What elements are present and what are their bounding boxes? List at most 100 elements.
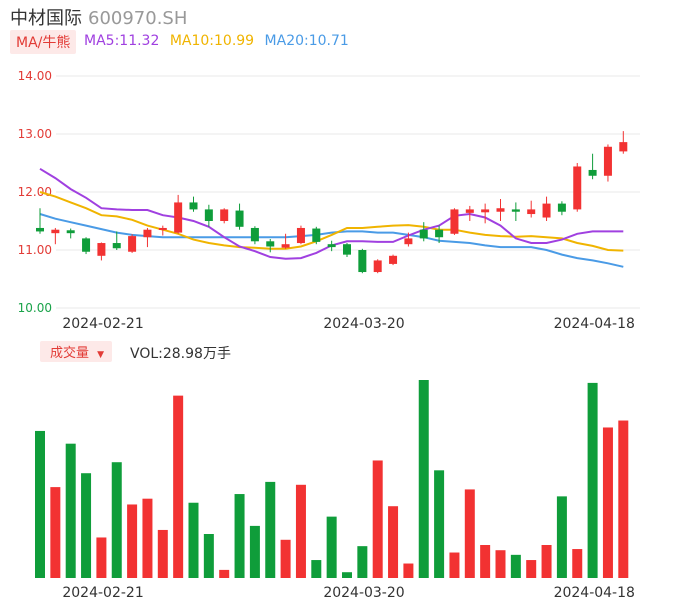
candle-body [312,228,321,242]
volume-bar [357,546,368,578]
y-tick-label: 10.00 [18,301,52,315]
candle-body [389,255,398,264]
candle-body [97,243,106,256]
candle-body [204,209,213,221]
ma-legend: MA5:11.32 MA10:10.99 MA20:10.71 [84,33,355,49]
volume-bar [526,560,537,578]
candle-body [450,209,459,234]
volume-bar [418,380,429,578]
volume-bar [188,502,199,578]
candle-body [465,209,474,213]
candle-body [557,203,566,212]
volume-bar [403,563,414,578]
volume-bar [157,529,168,578]
volume-bar [311,560,322,578]
candle-body [481,209,490,213]
volume-bar [111,462,122,578]
y-tick-label: 12.00 [18,185,52,199]
candle-body [327,244,336,248]
volume-bar [142,498,153,578]
volume-bar [249,525,260,578]
candle-body [36,227,44,232]
candle-body [112,243,121,249]
candle-body [435,229,444,238]
volume-value: VOL:28.98万手 [130,346,231,362]
candle-body [343,244,351,255]
candle-body [82,238,91,252]
candle-body [496,208,505,212]
ma10-line [39,191,624,252]
candle-body [128,236,137,252]
ma-indicator-tag[interactable]: MA/牛熊 [10,30,77,54]
volume-bar [602,427,613,578]
candle-body [281,244,290,248]
volume-bar [342,572,352,578]
volume-bar [65,443,76,578]
candle-body [404,238,413,245]
volume-bar [127,504,138,578]
candle-body [373,260,382,273]
candle-body [220,209,229,221]
y-tick-label: 13.00 [18,127,52,141]
volume-bar [280,539,291,578]
volume-bar [495,550,506,578]
volume-bar [81,473,92,578]
candle-body [542,203,551,218]
candle-body [174,202,183,233]
stock-title: 中材国际 600970.SH [10,4,187,30]
volume-bar [618,420,629,578]
volume-bar [556,496,567,578]
candle-body [66,230,75,234]
candle-body [235,210,244,227]
candle-body [511,209,520,212]
candle-body [603,146,612,176]
x-tick-label: 2024-03-20 [323,316,404,332]
volume-bar [434,470,445,578]
volume-bar [587,382,598,578]
volume-bar [35,430,45,578]
candle-body [266,241,275,247]
volume-bar [50,487,61,578]
ma10-legend: MA10:10.99 [169,33,255,49]
volume-bar [326,516,337,578]
volume-bar [265,481,276,578]
ma20-line [39,213,624,268]
candle-body [573,166,582,210]
volume-tag-label: 成交量 [50,346,90,361]
volume-bar [219,569,230,578]
volume-bar [234,494,245,578]
volume-bar [96,537,107,578]
volume-bar [449,552,460,578]
x-tick-label: 2024-03-20 [323,585,404,601]
candle-body [619,142,628,152]
volume-bar [203,534,214,578]
volume-bar [541,545,552,578]
candle-body [296,227,305,244]
ma5-legend: MA5:11.32 [84,33,160,49]
x-tick-label: 2024-04-18 [554,316,635,332]
stock-name: 中材国际 [10,8,82,29]
dropdown-arrow-icon: ▼ [97,350,105,360]
volume-bar [464,489,475,578]
candle-body [158,227,167,230]
ma20-legend: MA20:10.71 [264,33,349,49]
volume-bar [480,545,491,578]
y-tick-label: 11.00 [18,243,52,257]
volume-bar [388,506,399,578]
candle-body [527,209,536,215]
candle-body [189,202,198,210]
candle-body [250,227,259,242]
volume-indicator-tag[interactable]: 成交量 ▼ [40,341,113,362]
candle-body [143,229,152,238]
volume-bar [295,484,306,578]
y-tick-label: 14.00 [18,69,52,83]
volume-bar [572,549,583,578]
x-tick-label: 2024-02-21 [62,316,143,332]
candle-body [51,229,60,234]
stock-code: 600970.SH [88,8,188,29]
volume-bar [173,395,184,578]
volume-bar [510,554,521,578]
candle-body [419,229,428,239]
candle-body [588,169,597,176]
